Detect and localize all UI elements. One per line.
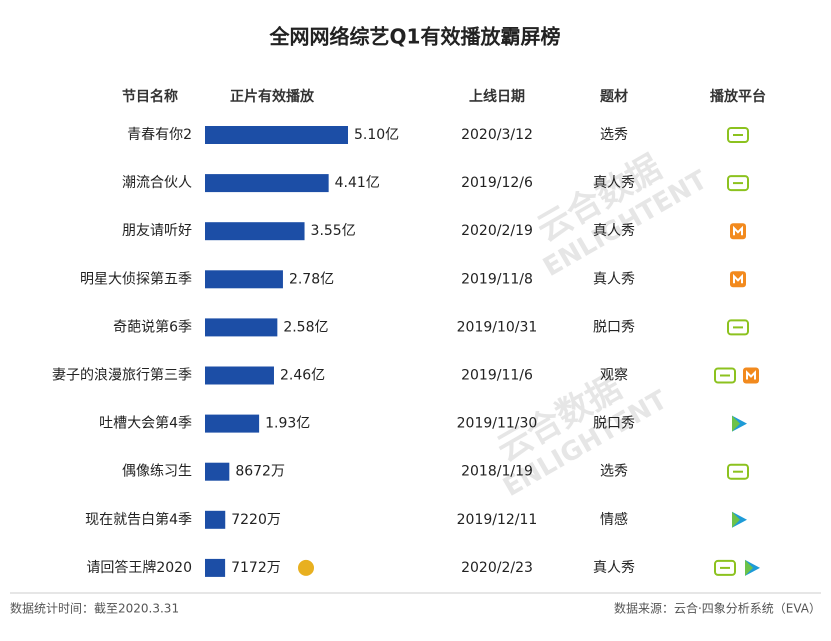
date: 2020/2/19 <box>461 223 533 239</box>
column-header: 正片有效播放 <box>230 88 315 105</box>
bar <box>205 462 230 481</box>
date: 2019/11/30 <box>457 416 538 432</box>
date: 2019/11/8 <box>461 271 533 287</box>
platform-icon <box>714 559 736 576</box>
footnote: 数据统计时间：截至2020.3.31 <box>10 601 179 616</box>
footnote: 数据来源：云合·四象分析系统（EVA） <box>614 601 821 616</box>
date: 2018/1/19 <box>461 464 533 480</box>
platform-icon <box>714 367 736 384</box>
platform-icon <box>733 273 743 284</box>
bar <box>205 510 226 529</box>
genre: 脱口秀 <box>593 416 635 432</box>
row-label: 妻子的浪漫旅行第三季 <box>52 367 192 384</box>
date: 2019/11/6 <box>461 368 533 384</box>
value-label: 7172万 <box>231 560 281 576</box>
value-label: 7220万 <box>231 512 281 528</box>
platform-icon <box>745 559 753 576</box>
genre: 观察 <box>600 367 628 384</box>
bar <box>205 318 278 337</box>
platform-icon <box>732 415 740 432</box>
column-header: 题材 <box>600 88 628 105</box>
genre: 真人秀 <box>593 223 635 239</box>
date: 2020/2/23 <box>461 560 533 576</box>
date: 2020/3/12 <box>461 127 533 143</box>
row-label: 潮流合伙人 <box>122 175 192 191</box>
genre: 情感 <box>600 511 628 528</box>
genre: 选秀 <box>600 464 628 480</box>
value-label: 5.10亿 <box>354 127 399 143</box>
genre: 真人秀 <box>593 175 635 191</box>
bar <box>205 222 305 241</box>
row-label: 偶像练习生 <box>122 464 192 480</box>
row-label: 请回答王牌2020 <box>86 559 192 576</box>
platform-icon <box>733 225 743 236</box>
genre: 脱口秀 <box>593 319 635 335</box>
column-header: 播放平台 <box>710 88 766 105</box>
row-label: 吐槽大会第4季 <box>99 415 192 432</box>
column-header: 上线日期 <box>469 88 525 105</box>
date: 2019/10/31 <box>457 319 538 335</box>
bar <box>205 174 329 193</box>
genre: 真人秀 <box>593 271 635 287</box>
platform-icon <box>746 370 756 380</box>
value-label: 2.58亿 <box>283 319 328 335</box>
date: 2019/12/6 <box>461 175 533 191</box>
column-header: 节目名称 <box>122 88 178 105</box>
genre: 真人秀 <box>593 560 635 576</box>
row-label: 青春有你2 <box>127 127 192 143</box>
value-label: 2.46亿 <box>280 368 325 384</box>
value-label: 4.41亿 <box>335 175 380 191</box>
bar <box>205 558 226 577</box>
date: 2019/12/11 <box>457 512 538 528</box>
bar <box>205 126 348 144</box>
bar <box>205 414 260 433</box>
genre: 选秀 <box>600 127 628 143</box>
badge-icon <box>298 559 314 576</box>
platform-icon <box>732 511 740 528</box>
value-label: 1.93亿 <box>265 416 310 432</box>
bar <box>205 270 283 289</box>
platform-icon <box>727 127 749 143</box>
platform-icon <box>727 319 749 336</box>
platform-icon <box>727 463 749 480</box>
chart-title: 全网网络综艺Q1有效播放霸屏榜 <box>269 25 561 49</box>
value-label: 2.78亿 <box>289 271 334 287</box>
platform-icon <box>727 175 749 192</box>
row-label: 朋友请听好 <box>122 223 192 239</box>
value-label: 8672万 <box>235 464 285 480</box>
value-label: 3.55亿 <box>311 223 356 239</box>
bar <box>205 366 274 385</box>
row-label: 奇葩说第6季 <box>113 318 192 335</box>
row-label: 明星大侦探第五季 <box>80 270 192 287</box>
row-label: 现在就告白第4季 <box>85 511 192 528</box>
